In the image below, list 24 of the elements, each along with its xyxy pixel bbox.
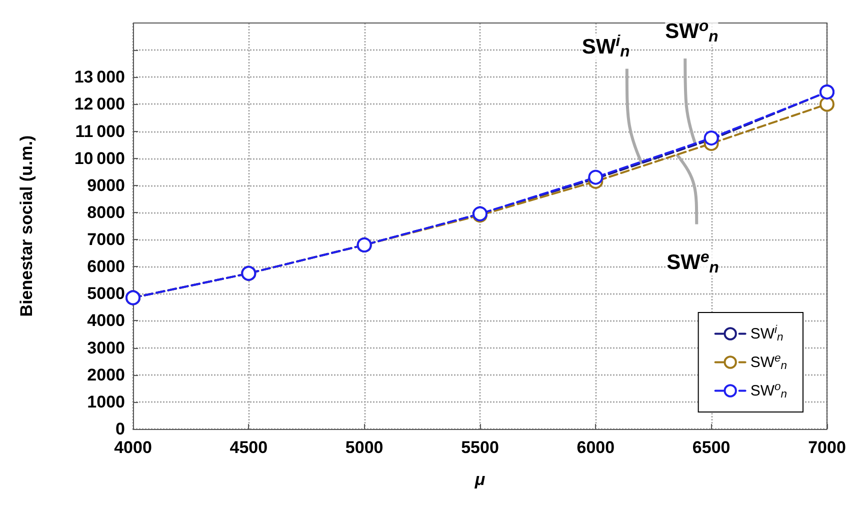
y-tick-label: 0 xyxy=(116,420,125,438)
x-tick-label: 5500 xyxy=(461,438,499,457)
y-tick-label: 6000 xyxy=(87,257,125,276)
y-tick-label: 3000 xyxy=(87,338,125,358)
x-tick-label: 6000 xyxy=(576,438,615,457)
x-tick-label: 7000 xyxy=(808,438,846,457)
y-tick-label: 12 000 xyxy=(74,94,125,114)
y-tick-label: 4000 xyxy=(87,311,125,330)
y-tick-label: 7000 xyxy=(87,230,125,250)
y-tick-label: 5000 xyxy=(87,284,125,304)
x-tick-label: 4000 xyxy=(114,438,152,457)
point xyxy=(820,96,834,112)
x-tick-label: 4500 xyxy=(230,438,268,457)
y-tick-label: 9000 xyxy=(87,176,125,195)
x-axis-title: μ xyxy=(474,470,486,489)
y-axis-title: Bienestar social (u.m.) xyxy=(17,135,36,317)
y-tick-label: 2000 xyxy=(87,365,125,384)
y-tick-label: 10 000 xyxy=(74,148,125,168)
y-tick-label: 11 000 xyxy=(75,122,125,141)
y-tick-label: 8000 xyxy=(87,202,125,222)
x-tick-label: 6500 xyxy=(692,438,730,457)
y-tick-label: 1000 xyxy=(87,392,125,412)
x-tick-label: 5000 xyxy=(345,438,384,457)
y-tick-label: 13 000 xyxy=(74,68,125,87)
